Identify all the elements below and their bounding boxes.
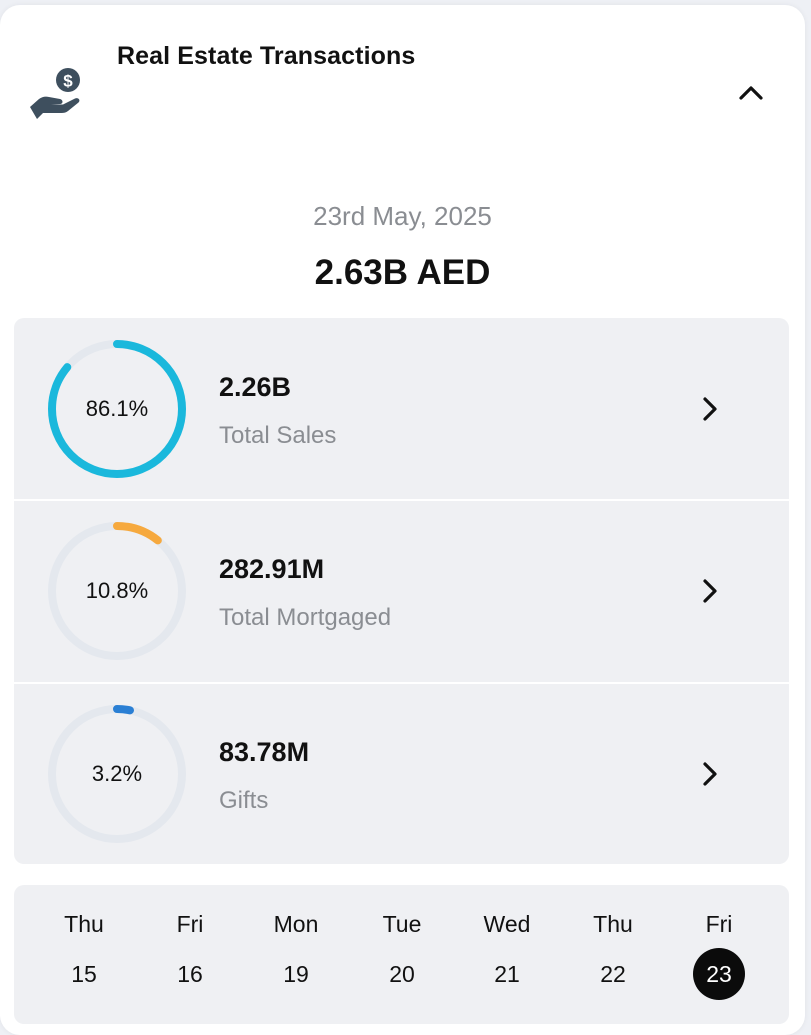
ring-arc [48,340,186,478]
percent-label: 10.8% [85,578,149,603]
day-item[interactable]: Mon 19 [251,885,341,1024]
day-item[interactable]: Tue 20 [357,885,447,1024]
day-number: 20 [389,961,415,987]
day-name: Thu [593,911,633,937]
day-selector: Thu 15 Fri 16 Mon 19 Tue 20 Wed 21 Thu 2… [14,885,789,1024]
day-item[interactable]: Thu 15 [39,885,129,1024]
ring-arc [48,705,186,843]
stat-row-gifts[interactable]: 3.2% 83.78M Gifts [14,683,789,864]
summary-total: 2.63B AED [314,253,491,292]
stat-label: Gifts [219,787,269,814]
progress-ring [48,340,186,478]
day-number: 22 [600,961,626,987]
day-name: Fri [705,911,733,937]
stat-value: 2.26B [219,372,292,402]
day-item-selected[interactable]: Fri 23 [674,885,764,1024]
day-number: 21 [494,961,520,987]
chevron-right-icon [703,397,717,421]
day-number: 23 [693,948,745,1000]
chevron-up-icon[interactable] [733,77,769,107]
day-number: 16 [177,961,203,987]
day-name: Wed [483,911,531,937]
day-item[interactable]: Fri 16 [145,885,235,1024]
day-name: Thu [64,911,104,937]
day-number: 19 [283,961,309,987]
stat-label: Total Mortgaged [219,604,392,631]
stat-value: 83.78M [219,737,310,767]
divider [14,499,789,501]
chevron-right-icon [703,762,717,786]
stat-row-total-sales[interactable]: 86.1% 2.26B Total Sales [14,318,789,499]
progress-ring [48,522,186,660]
stat-value: 282.91M [219,554,325,584]
stat-row-total-mortgaged[interactable]: 10.8% 282.91M Total Mortgaged [14,500,789,681]
day-item[interactable]: Wed 21 [462,885,552,1024]
percent-label: 86.1% [85,396,149,421]
ring-arc [48,522,186,660]
chevron-right-icon [703,579,717,603]
day-name: Fri [176,911,204,937]
divider [14,682,789,684]
percent-label: 3.2% [91,761,143,786]
progress-ring [48,705,186,843]
svg-text:$: $ [63,72,73,91]
hand-dollar-icon: $ [30,68,80,119]
day-name: Tue [382,911,422,937]
stats-panel: 86.1% 2.26B Total Sales 10.8% 282.91M To… [14,318,789,864]
day-item[interactable]: Thu 22 [568,885,658,1024]
summary-date: 23rd May, 2025 [313,201,492,231]
transactions-card: $ Real Estate Transactions 23rd May, 202… [0,5,805,1035]
card-title: Real Estate Transactions [117,42,416,70]
day-name: Mon [273,911,319,937]
stat-label: Total Sales [219,422,337,449]
day-number: 15 [71,961,97,987]
